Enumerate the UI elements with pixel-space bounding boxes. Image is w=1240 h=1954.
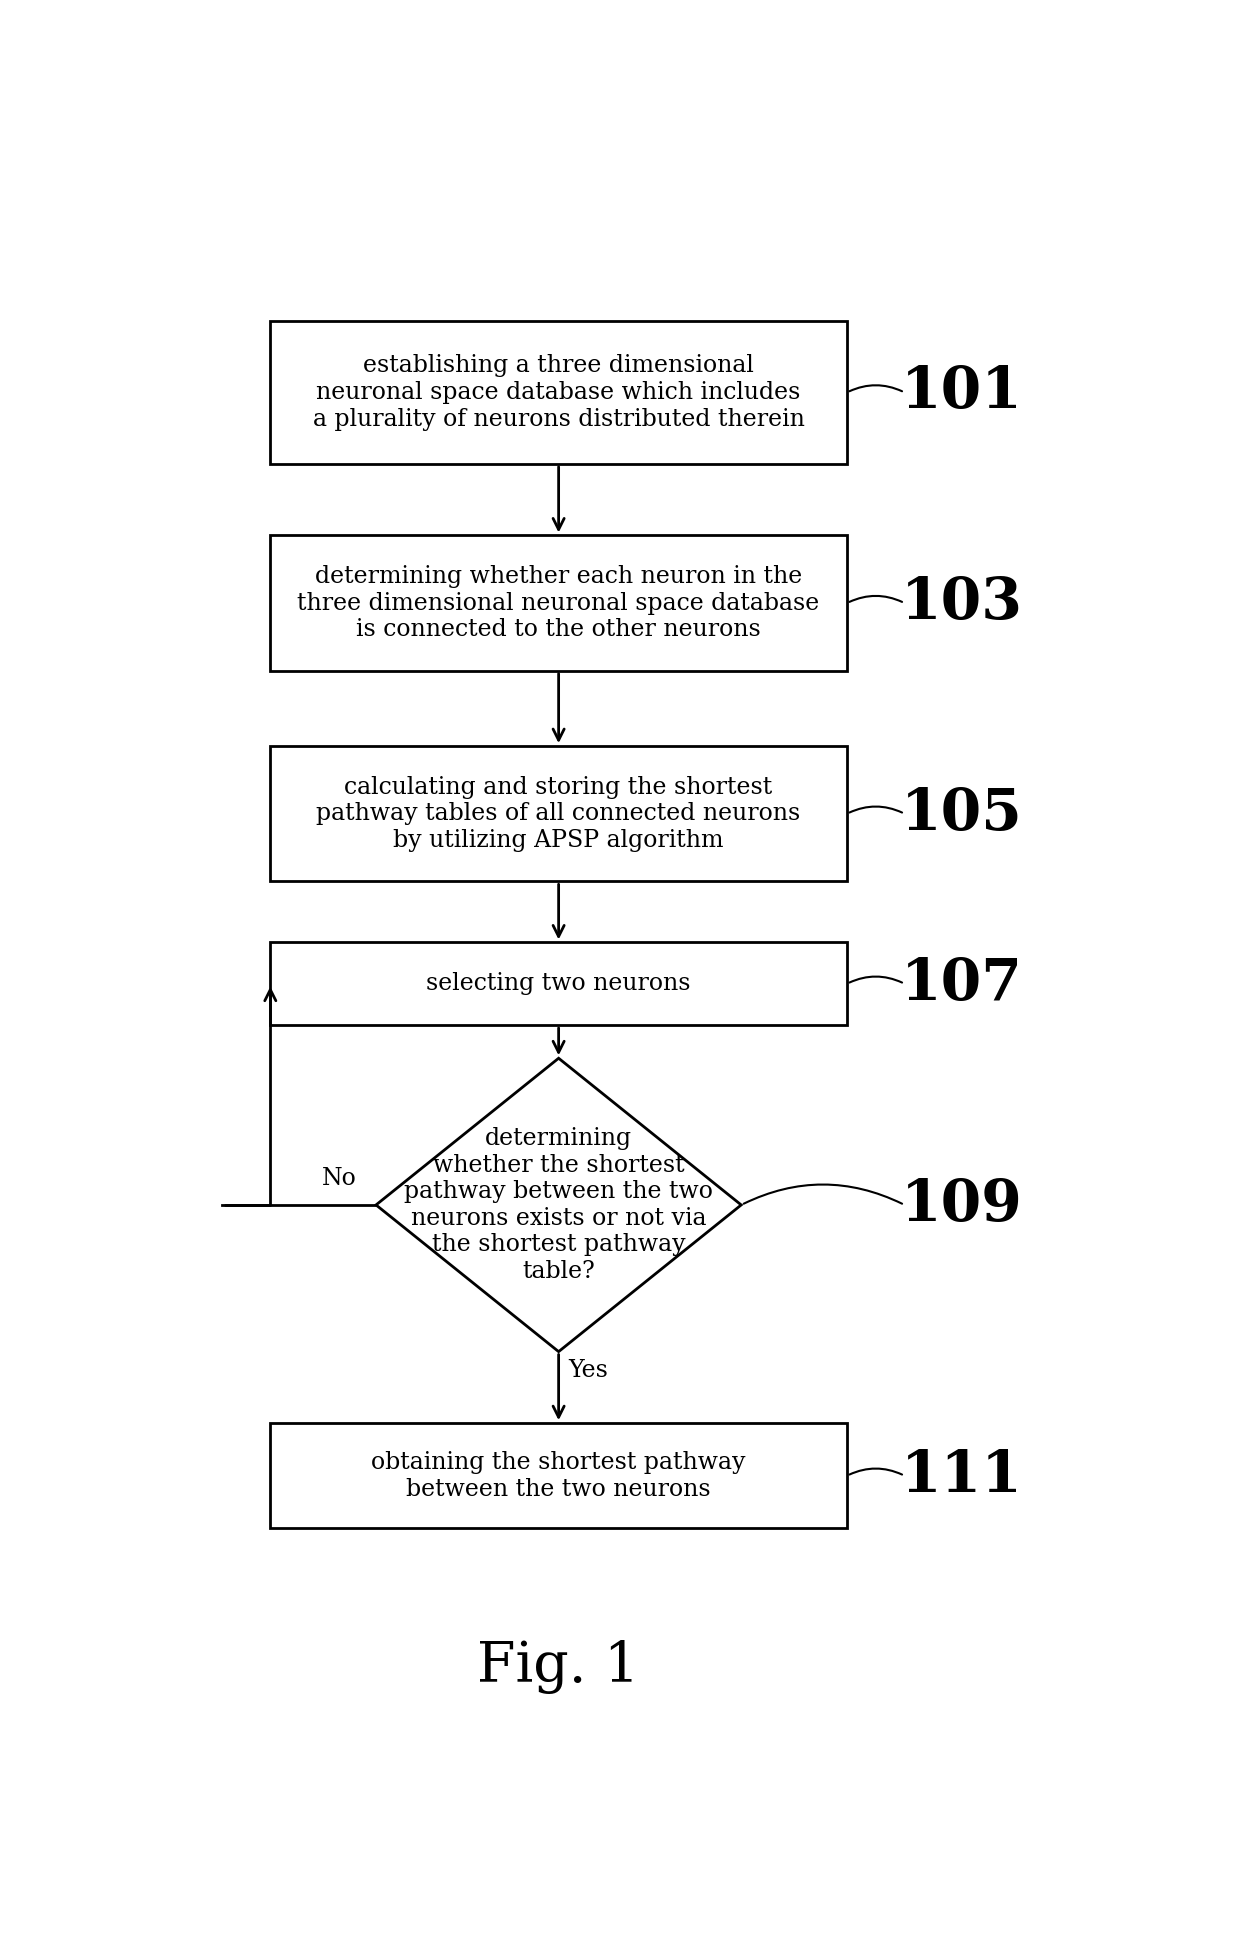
FancyBboxPatch shape	[270, 535, 847, 670]
Text: establishing a three dimensional
neuronal space database which includes
a plural: establishing a three dimensional neurona…	[312, 354, 805, 430]
Text: Fig. 1: Fig. 1	[477, 1639, 640, 1694]
Text: 109: 109	[901, 1176, 1023, 1233]
Text: No: No	[322, 1167, 357, 1190]
Text: 105: 105	[901, 786, 1023, 842]
Text: 111: 111	[901, 1448, 1023, 1505]
Text: 107: 107	[901, 956, 1023, 1012]
FancyBboxPatch shape	[270, 320, 847, 463]
Text: 103: 103	[901, 574, 1023, 631]
Text: 101: 101	[901, 365, 1023, 420]
Text: determining
whether the shortest
pathway between the two
neurons exists or not v: determining whether the shortest pathway…	[404, 1127, 713, 1284]
FancyBboxPatch shape	[270, 1423, 847, 1528]
Text: selecting two neurons: selecting two neurons	[427, 973, 691, 995]
Text: determining whether each neuron in the
three dimensional neuronal space database: determining whether each neuron in the t…	[298, 565, 820, 641]
FancyBboxPatch shape	[270, 942, 847, 1026]
Text: calculating and storing the shortest
pathway tables of all connected neurons
by : calculating and storing the shortest pat…	[316, 776, 801, 852]
Text: Yes: Yes	[568, 1360, 608, 1381]
FancyBboxPatch shape	[270, 746, 847, 881]
Polygon shape	[376, 1059, 742, 1352]
Text: obtaining the shortest pathway
between the two neurons: obtaining the shortest pathway between t…	[371, 1452, 746, 1501]
